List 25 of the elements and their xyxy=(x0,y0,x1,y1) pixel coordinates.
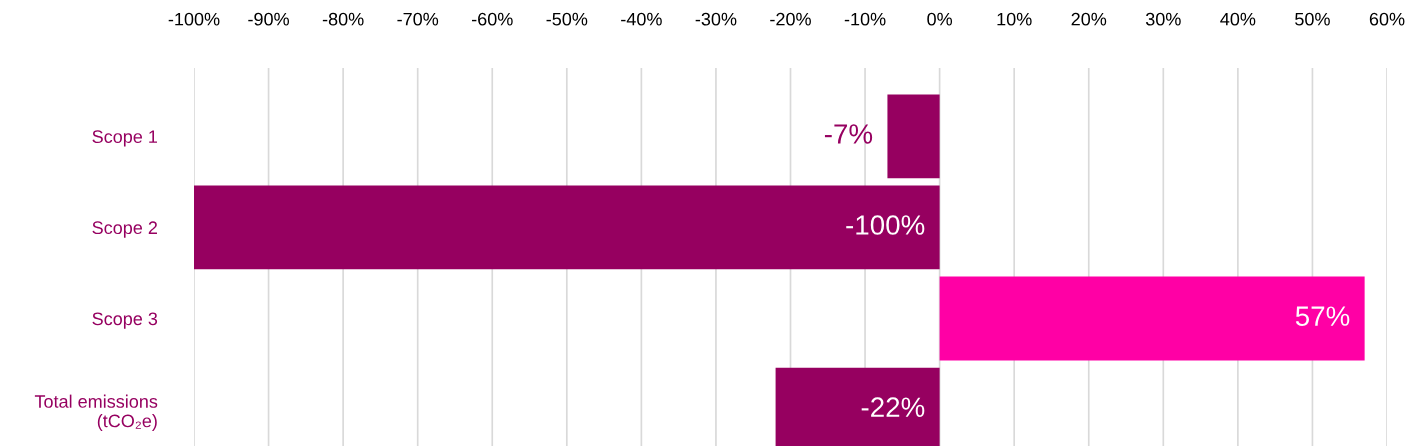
x-tick-label: -10% xyxy=(844,12,886,26)
y-tick-label: Total emissions (tCO₂e) xyxy=(34,394,158,431)
x-tick-label: 50% xyxy=(1295,12,1330,26)
y-tick-label: Scope 3 xyxy=(92,312,158,329)
x-tick-label: 30% xyxy=(1145,12,1181,26)
x-tick-label: 0% xyxy=(927,12,953,26)
x-tick-label: -60% xyxy=(471,12,513,26)
y-tick-label: Scope 1 xyxy=(92,130,158,147)
x-tick-label: -70% xyxy=(397,12,439,26)
x-tick-label: 40% xyxy=(1220,12,1256,26)
x-tick-label: -20% xyxy=(770,12,811,26)
x-tick-label: -30% xyxy=(695,12,737,26)
x-tick-label: -90% xyxy=(248,12,289,26)
data-label: 57% xyxy=(1295,306,1350,326)
x-tick-label: -80% xyxy=(322,12,364,26)
x-tick-label: -100% xyxy=(168,12,220,26)
data-label: -7% xyxy=(824,124,873,144)
x-tick-label: 10% xyxy=(997,12,1032,26)
x-tick-label: 60% xyxy=(1369,12,1405,26)
data-label: -100% xyxy=(846,215,925,235)
x-tick-label: -40% xyxy=(621,12,662,26)
data-label: -22% xyxy=(861,397,925,417)
x-tick-label: 20% xyxy=(1071,12,1107,26)
y-tick-label: Scope 2 xyxy=(92,221,157,238)
x-tick-label: -50% xyxy=(546,12,588,26)
